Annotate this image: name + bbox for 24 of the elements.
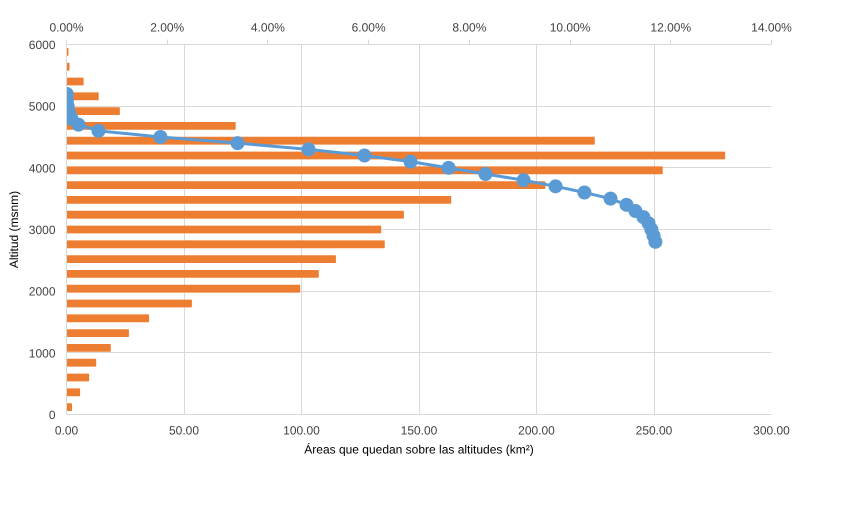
x2-tick-label: 4.00% <box>250 20 286 34</box>
x-axis-title: Áreas que quedan sobre las altitudes (km²) <box>304 442 534 456</box>
x2-tick-label: 12.00% <box>650 20 692 34</box>
y-tick-label: 5000 <box>28 100 56 114</box>
x-tick-label: 300.00 <box>753 424 790 438</box>
x-tick-label: 100.00 <box>283 424 320 438</box>
y-tick-label: 0 <box>48 408 56 422</box>
y-tick-label: 1000 <box>28 346 56 360</box>
x2-tick-label: 0.00% <box>49 20 84 34</box>
y-tick-label: 4000 <box>28 161 56 176</box>
y-tick-label: 6000 <box>28 38 56 52</box>
x2-tick-label: 14.00% <box>751 20 792 34</box>
x-tick-label: 150.00 <box>400 424 438 438</box>
x2-tick-label: 2.00% <box>150 20 185 34</box>
x2-tick-label: 8.00% <box>452 20 487 34</box>
y-tick-label: 2000 <box>28 284 56 299</box>
x-tick-label: 200.00 <box>518 424 556 438</box>
x2-tick-label: 6.00% <box>352 20 386 34</box>
y-tick-label: 3000 <box>28 223 56 237</box>
x-tick-label: 250.00 <box>636 424 673 438</box>
x2-tick-label: 10.00% <box>550 20 591 34</box>
x-tick-label: 50.00 <box>168 424 200 438</box>
y-axis-title: Altitud (msnm) <box>6 190 21 268</box>
x-tick-label: 0.00 <box>54 424 79 438</box>
